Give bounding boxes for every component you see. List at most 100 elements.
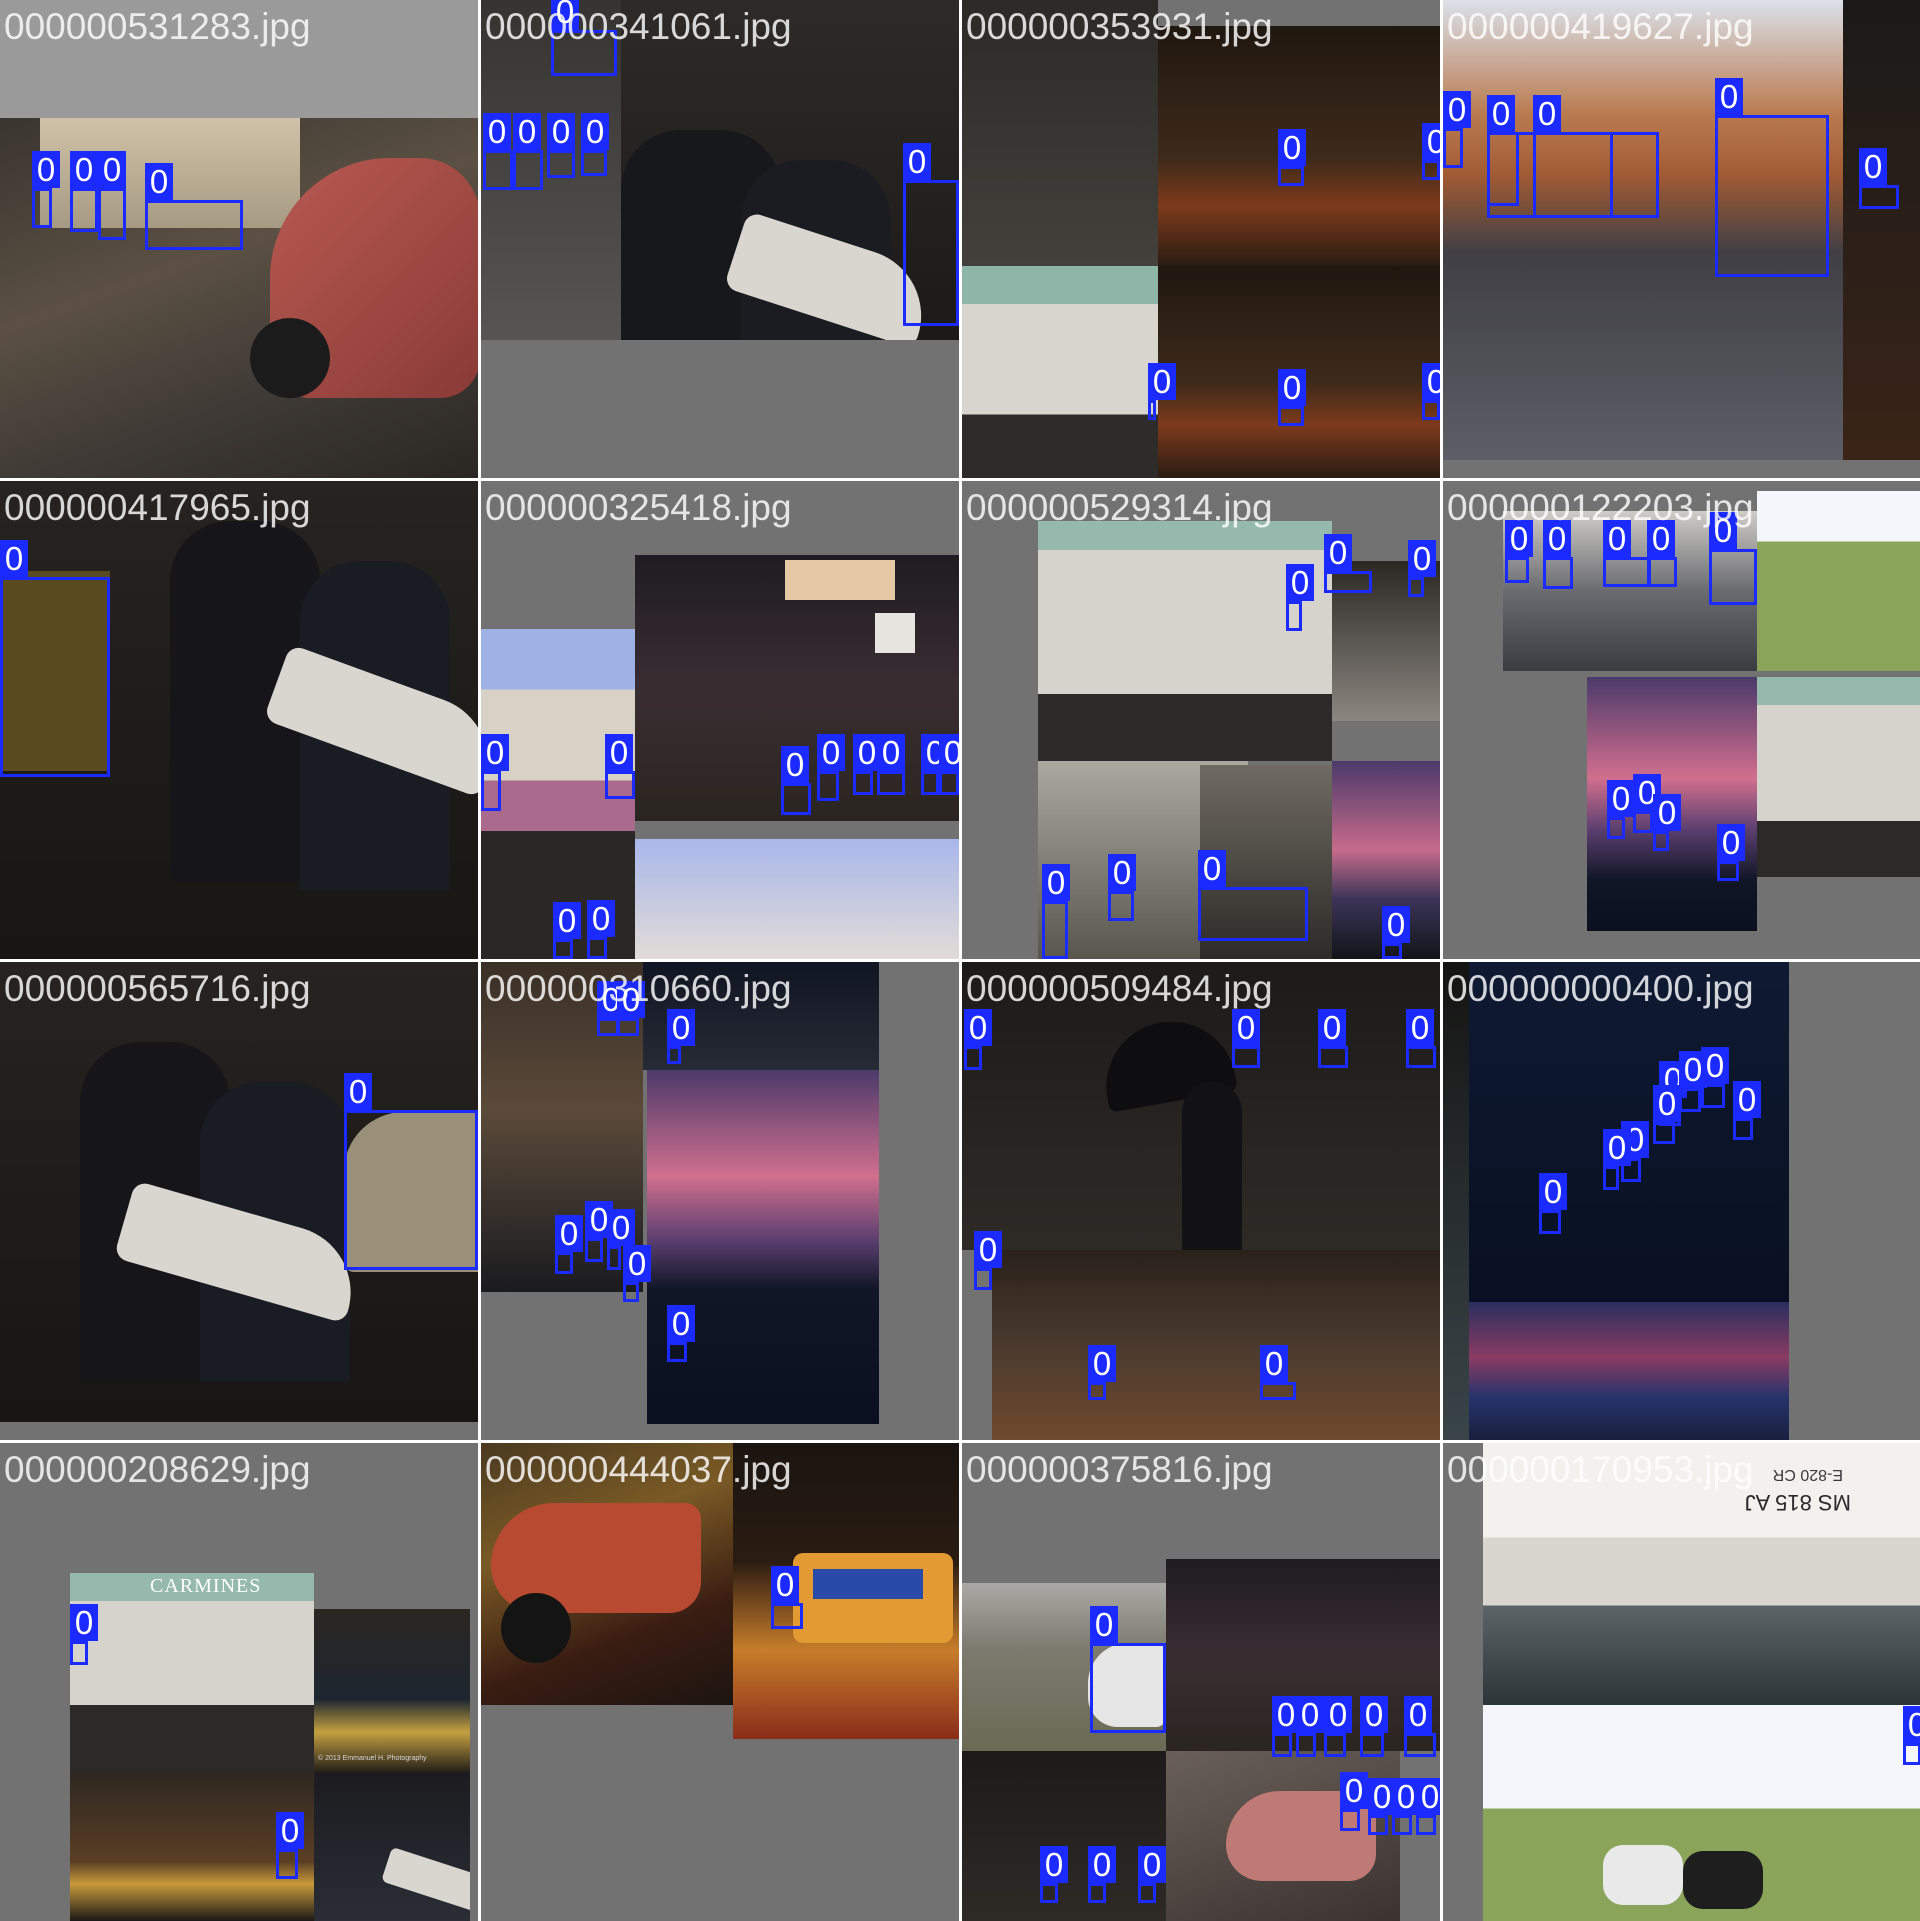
tile-000000509484[interactable]: 000000509484.jpg 0 0 0 0 0 0 0 [962, 962, 1440, 1440]
detection-box[interactable]: 0 [145, 163, 243, 250]
detection-box[interactable]: 0 [1733, 1081, 1761, 1140]
detection-box[interactable]: 0 [667, 1305, 695, 1362]
tile-000000375816[interactable]: 000000375816.jpg 0 0 0 0 0 0 0 0 0 0 0 0… [962, 1443, 1440, 1921]
detection-box[interactable]: 0 [1416, 1778, 1440, 1835]
detection-box[interactable]: 0 [1278, 129, 1306, 186]
tile-000000529314[interactable]: 000000529314.jpg 0 0 0 0 0 0 0 [962, 481, 1440, 959]
detection-box[interactable]: 0 [70, 1604, 98, 1665]
detection-box[interactable]: 0 [483, 113, 513, 190]
detection-box[interactable]: 0 [587, 900, 615, 959]
detection-box[interactable]: 0 [1653, 1085, 1681, 1144]
detection-box[interactable]: 0 [605, 734, 635, 799]
detection-box[interactable]: 0 [1296, 1696, 1324, 1757]
detection-box[interactable]: 0 [1360, 1696, 1388, 1757]
detection-box[interactable]: 0 [1088, 1345, 1116, 1400]
detection-box[interactable]: 0 [1422, 123, 1440, 180]
detection-box[interactable]: 0 [771, 1566, 803, 1629]
detection-box[interactable]: 0 [1647, 520, 1677, 587]
tile-000000565716[interactable]: 000000565716.jpg 0 [0, 962, 478, 1440]
detection-box[interactable]: 0 [607, 1209, 635, 1270]
detection-box[interactable]: 0 [513, 113, 543, 190]
detection-box[interactable]: 0 [70, 151, 98, 232]
detection-box[interactable]: 0 [1324, 1696, 1352, 1757]
detection-box[interactable]: 0 [903, 143, 959, 326]
detection-box[interactable]: 0 [1715, 78, 1829, 277]
detection-box[interactable]: 0 [581, 113, 609, 176]
tile-000000170953[interactable]: E-820 CR MS 815 AJ 000000170953.jpg 0 [1443, 1443, 1920, 1921]
tile-000000000400[interactable]: 000000000400.jpg 0 0 0 0 0 0 0 0 [1443, 962, 1920, 1440]
detection-box[interactable]: 0 [1042, 864, 1070, 959]
detection-box[interactable]: 0 [1603, 520, 1651, 587]
detection-box[interactable]: 0 [1232, 1009, 1260, 1068]
detection-box[interactable]: 0 [1278, 369, 1306, 426]
tile-000000341061[interactable]: 000000341061.jpg 0 0 0 0 0 0 [481, 0, 959, 478]
detection-box[interactable]: 0 [1138, 1846, 1166, 1903]
detection-box[interactable]: 0 [877, 734, 905, 795]
detection-box[interactable]: 0 [1859, 148, 1899, 209]
detection-box[interactable]: 0 [555, 1215, 583, 1274]
detection-box[interactable]: 0 [1286, 564, 1314, 631]
detection-box[interactable]: 0 [551, 0, 617, 76]
detection-box[interactable]: 0 [1404, 1696, 1436, 1757]
detection-box[interactable]: 0 [853, 734, 881, 795]
detection-box[interactable]: 0 [974, 1231, 1002, 1290]
tile-000000531283[interactable]: 000000531283.jpg 0 0 0 0 [0, 0, 478, 478]
detection-box[interactable]: 0 [98, 151, 126, 240]
detection-box[interactable]: 0 [623, 1245, 651, 1302]
detection-box[interactable]: 0 [964, 1009, 992, 1070]
detection-box[interactable]: 0 [1382, 906, 1410, 959]
detection-box[interactable]: 0 [1088, 1846, 1116, 1903]
detection-box[interactable]: 0 [1533, 95, 1659, 218]
detection-box[interactable]: 0 [1318, 1009, 1348, 1068]
detection-box[interactable]: 0 [1040, 1846, 1068, 1903]
detection-box[interactable]: 0 [667, 1009, 695, 1064]
detection-box[interactable]: 0 [1539, 1173, 1567, 1234]
tile-000000208629[interactable]: CARMINES © 2013 Emmanuel H. Photography … [0, 1443, 478, 1921]
detection-box[interactable]: 0 [1709, 512, 1757, 605]
detection-box[interactable]: 0 [1607, 780, 1635, 839]
detection-box[interactable]: 0 [1408, 540, 1436, 597]
detection-box[interactable]: 0 [1340, 1772, 1368, 1831]
detection-box[interactable]: 0 [1406, 1009, 1436, 1068]
detection-box[interactable]: 0 [1505, 520, 1533, 583]
detection-box[interactable]: 0 [1443, 91, 1471, 168]
detection-box[interactable]: 0 [1603, 1129, 1631, 1190]
tile-000000417965[interactable]: 000000417965.jpg 0 [0, 481, 478, 959]
detection-box[interactable]: 0 [1903, 1706, 1920, 1765]
tile-000000419627[interactable]: 000000419627.jpg 0 0 0 0 0 0 [1443, 0, 1920, 478]
detection-box[interactable]: 0 [1392, 1778, 1420, 1835]
detection-box[interactable]: 0 [1701, 1047, 1729, 1108]
tile-000000122203[interactable]: 000000122203.jpg 0 0 0 0 0 0 0 0 0 [1443, 481, 1920, 959]
detection-box[interactable]: 0 [1422, 363, 1440, 420]
detection-box[interactable]: 0 [1260, 1345, 1296, 1400]
detection-box[interactable]: 0 [547, 113, 575, 178]
tile-000000444037[interactable]: 000000444037.jpg 0 [481, 1443, 959, 1921]
detection-box[interactable]: 0 [1368, 1778, 1396, 1835]
detection-box[interactable]: 0 [344, 1073, 478, 1270]
detection-box[interactable]: 0 [1679, 1051, 1707, 1112]
detection-box[interactable]: 0 [481, 734, 509, 811]
detection-box[interactable]: 0 [1090, 1606, 1166, 1733]
detection-box[interactable]: 0 [921, 734, 949, 795]
detection-box[interactable]: 0 [1543, 520, 1573, 589]
detection-box[interactable]: 0 [585, 1201, 613, 1262]
tile-000000353931[interactable]: 000000353931.jpg 0 0 0 0 0 [962, 0, 1440, 478]
detection-box[interactable]: 0 [553, 902, 581, 959]
tile-000000325418[interactable]: 000000325418.jpg 0 0 0 0 0 0 0 0 0 0 [481, 481, 959, 959]
detection-box[interactable]: 0 [597, 981, 625, 1036]
detection-box[interactable]: 0 [781, 746, 811, 815]
detection-box[interactable]: 0 [0, 540, 110, 777]
tile-000000310660[interactable]: 000000310660.jpg 0 0 0 0 0 0 0 0 [481, 962, 959, 1440]
detection-box[interactable]: 0 [276, 1812, 304, 1879]
detection-box[interactable]: 0 [1148, 363, 1176, 420]
detection-box[interactable]: 0 [1198, 850, 1308, 941]
detection-box[interactable]: 0 [1717, 824, 1745, 881]
detection-box[interactable]: 0 [1633, 774, 1661, 833]
detection-box[interactable]: 0 [1324, 534, 1372, 593]
detection-box[interactable]: 0 [1653, 794, 1681, 851]
detection-box[interactable]: 0 [939, 734, 959, 795]
detection-box[interactable]: 0 [617, 981, 645, 1036]
detection-box[interactable]: 0 [32, 151, 60, 228]
detection-box[interactable]: 0 [1108, 854, 1136, 921]
detection-box[interactable]: 0 [817, 734, 845, 801]
